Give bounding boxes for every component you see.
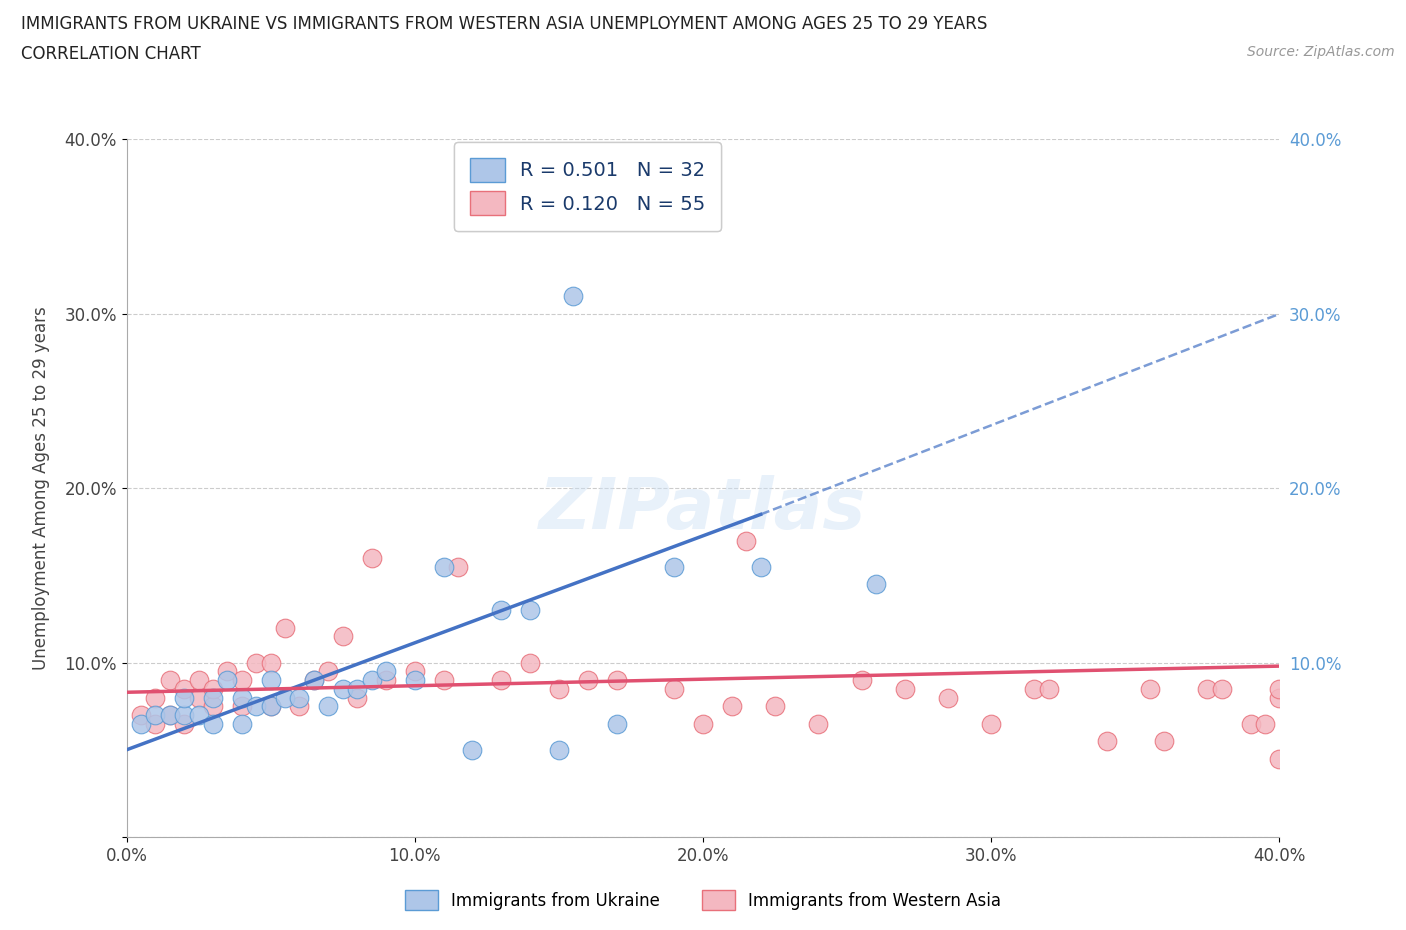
Point (202, 698, 225, 713)
Point (433, 559, 456, 574)
Point (548, 682, 571, 697)
Point (1038, 682, 1060, 697)
Point (346, 690, 368, 705)
Point (318, 664, 340, 679)
Point (807, 716, 830, 731)
Point (259, 698, 281, 713)
Point (720, 698, 742, 713)
Point (489, 603, 512, 618)
Point (1211, 682, 1233, 697)
Point (605, 672, 627, 687)
Text: ZIPatlas: ZIPatlas (540, 474, 866, 544)
Point (519, 656, 541, 671)
Point (1268, 690, 1291, 705)
Point (1240, 716, 1263, 731)
Text: IMMIGRANTS FROM UKRAINE VS IMMIGRANTS FROM WESTERN ASIA UNEMPLOYMENT AMONG AGES : IMMIGRANTS FROM UKRAINE VS IMMIGRANTS FR… (21, 15, 987, 33)
Point (404, 664, 426, 679)
Point (360, 672, 382, 687)
Point (1153, 734, 1175, 749)
Point (129, 708, 152, 723)
Point (447, 559, 470, 574)
Point (159, 672, 181, 687)
Text: Source: ZipAtlas.com: Source: ZipAtlas.com (1247, 45, 1395, 59)
Point (259, 656, 281, 671)
Point (187, 672, 209, 687)
Point (173, 708, 195, 723)
Point (360, 551, 382, 565)
Point (664, 559, 686, 574)
Point (1095, 734, 1118, 749)
Legend: R = 0.501   N = 32, R = 0.120   N = 55: R = 0.501 N = 32, R = 0.120 N = 55 (454, 142, 721, 231)
Point (1024, 682, 1046, 697)
Point (231, 672, 253, 687)
Point (318, 698, 340, 713)
Point (1197, 682, 1219, 697)
Point (187, 690, 209, 705)
Point (404, 672, 426, 687)
Point (217, 664, 239, 679)
Point (231, 698, 253, 713)
Point (202, 716, 225, 731)
Point (562, 289, 585, 304)
Point (763, 698, 786, 713)
Point (302, 672, 325, 687)
Point (865, 577, 887, 591)
Point (576, 672, 599, 687)
Point (145, 716, 166, 731)
Point (145, 690, 166, 705)
Y-axis label: Unemployment Among Ages 25 to 29 years: Unemployment Among Ages 25 to 29 years (32, 306, 51, 671)
Point (274, 620, 297, 635)
Point (980, 716, 1002, 731)
Point (231, 690, 253, 705)
Point (202, 690, 225, 705)
Point (159, 708, 181, 723)
Point (245, 698, 267, 713)
Point (217, 672, 239, 687)
Point (664, 682, 686, 697)
Point (129, 716, 152, 731)
Point (1268, 682, 1291, 697)
Point (346, 682, 368, 697)
Point (1268, 751, 1291, 766)
Point (332, 682, 354, 697)
Point (302, 672, 325, 687)
Legend: Immigrants from Ukraine, Immigrants from Western Asia: Immigrants from Ukraine, Immigrants from… (398, 884, 1008, 917)
Point (259, 698, 281, 713)
Point (245, 656, 267, 671)
Point (1139, 682, 1161, 697)
Point (332, 629, 354, 644)
Point (894, 682, 917, 697)
Point (433, 672, 456, 687)
Point (173, 682, 195, 697)
Point (173, 690, 195, 705)
Point (519, 603, 541, 618)
Point (605, 716, 627, 731)
Point (735, 533, 758, 548)
Point (489, 672, 512, 687)
Point (461, 742, 484, 757)
Point (145, 708, 166, 723)
Point (936, 690, 959, 705)
Point (288, 690, 311, 705)
Point (159, 708, 181, 723)
Point (374, 672, 398, 687)
Point (288, 698, 311, 713)
Point (274, 690, 297, 705)
Point (851, 672, 873, 687)
Point (173, 716, 195, 731)
Point (374, 664, 398, 679)
Point (259, 672, 281, 687)
Text: CORRELATION CHART: CORRELATION CHART (21, 45, 201, 62)
Point (692, 716, 714, 731)
Point (1254, 716, 1277, 731)
Point (202, 682, 225, 697)
Point (231, 716, 253, 731)
Point (187, 708, 209, 723)
Point (749, 559, 772, 574)
Point (548, 742, 571, 757)
